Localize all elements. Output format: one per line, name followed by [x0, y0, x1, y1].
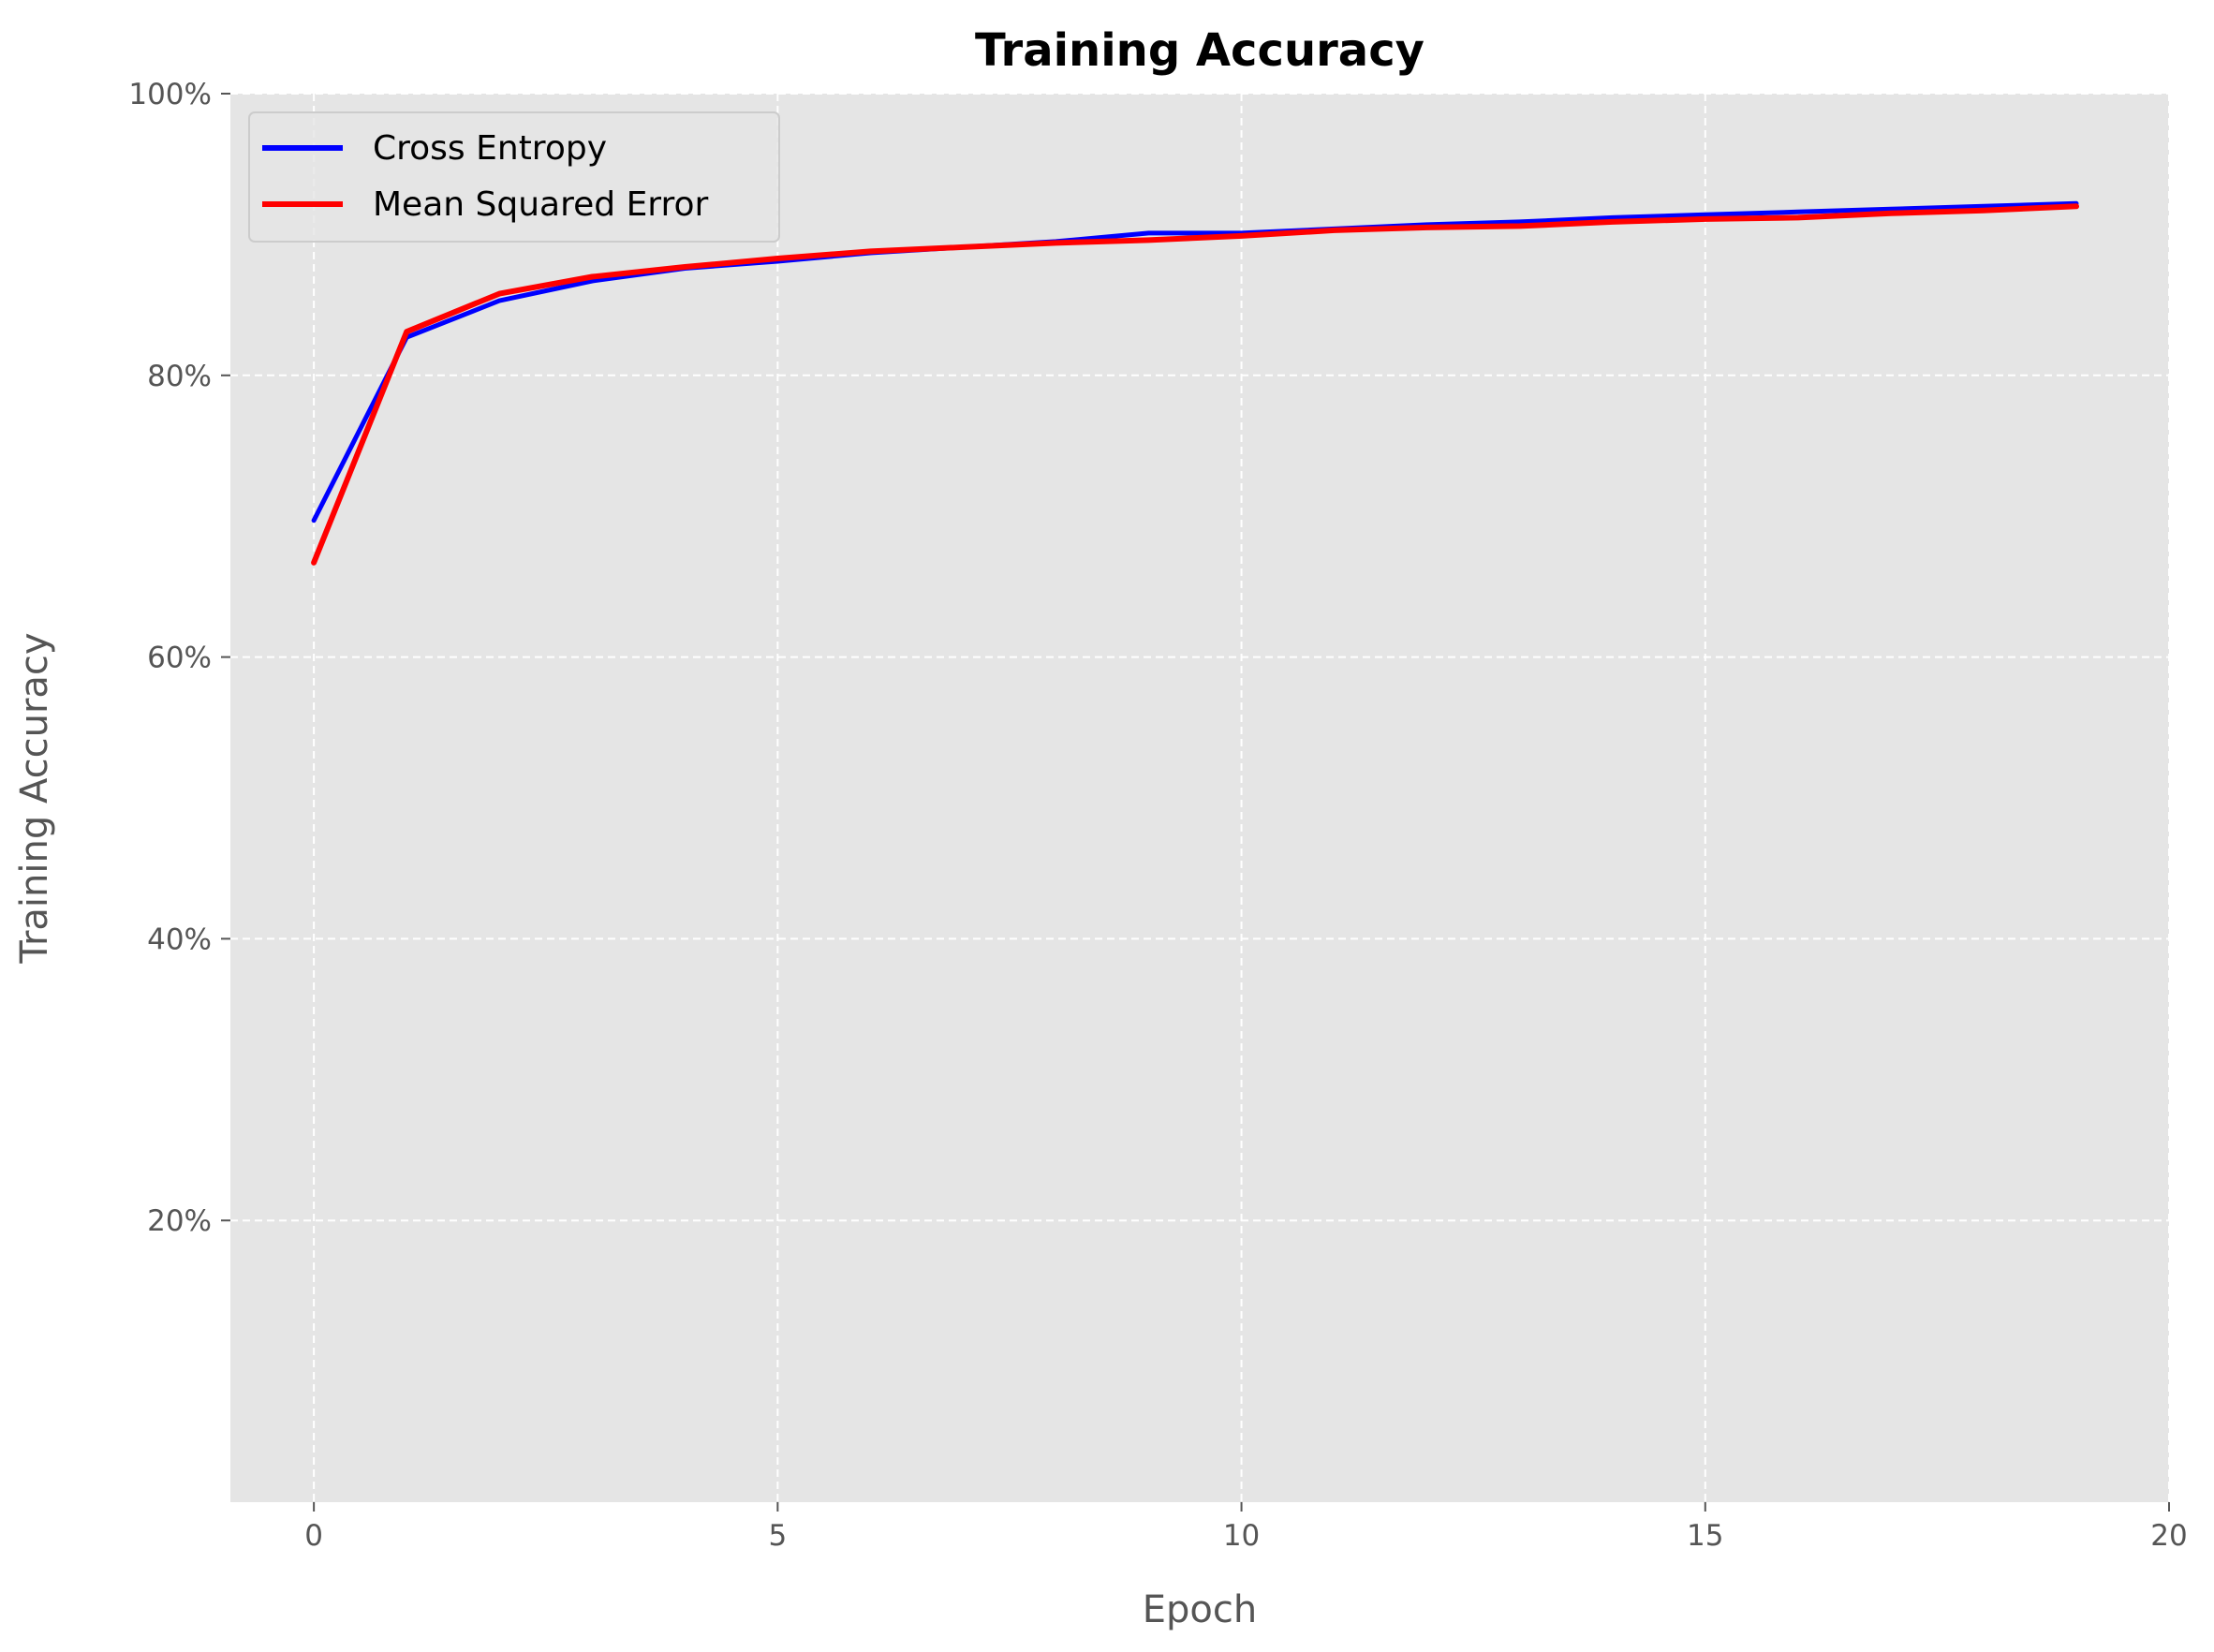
- x-axis-ticks: 0 5 10 15 20: [304, 1502, 2188, 1553]
- legend-label-cross-entropy: Cross Entropy: [373, 129, 607, 168]
- x-axis-label: Epoch: [1143, 1588, 1257, 1631]
- x-tick-label: 10: [1223, 1519, 1260, 1553]
- series-line-mean-squared-error: [311, 203, 2079, 566]
- y-axis-ticks: 20% 40% 60% 80% 100%: [128, 78, 230, 1238]
- legend-box: [248, 111, 780, 243]
- x-tick-label: 20: [2150, 1519, 2187, 1553]
- y-tick-label: 80%: [147, 360, 212, 393]
- x-tick-label: 0: [304, 1519, 323, 1553]
- series-lines: [311, 200, 2079, 566]
- y-tick-label: 40%: [147, 922, 212, 956]
- y-axis-label: Training Accuracy: [13, 632, 56, 964]
- y-tick-label: 100%: [128, 78, 212, 111]
- y-tick-label: 60%: [147, 642, 212, 675]
- y-tick-label: 20%: [147, 1204, 212, 1238]
- plot-area: [230, 94, 2169, 1502]
- legend-label-mean-squared-error: Mean Squared Error: [373, 185, 709, 224]
- x-tick-label: 15: [1687, 1519, 1723, 1553]
- x-tick-label: 5: [768, 1519, 787, 1553]
- grid-lines: [230, 93, 2170, 1502]
- legend: Cross Entropy Mean Squared Error: [248, 111, 780, 243]
- series-line-cross-entropy: [311, 200, 2079, 524]
- chart-title: Training Accuracy: [975, 24, 1424, 77]
